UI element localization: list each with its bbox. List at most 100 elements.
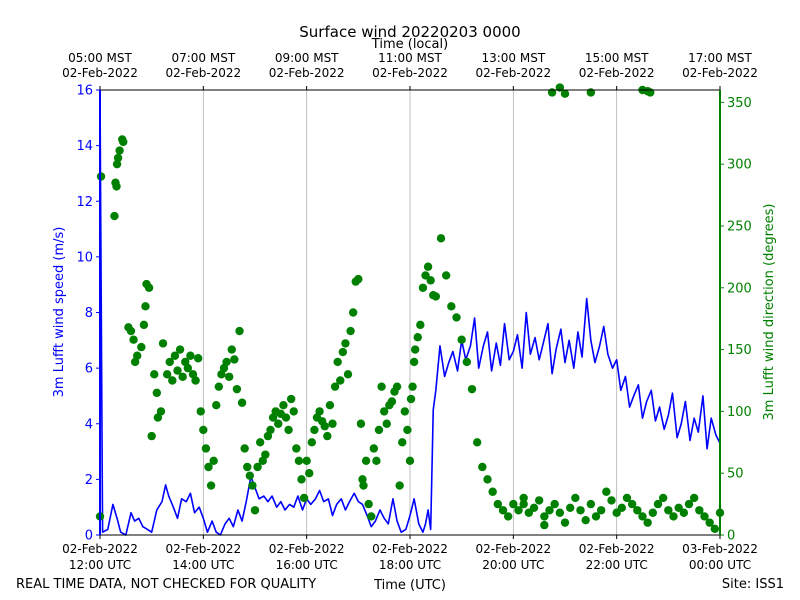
wind-direction-point — [156, 407, 166, 416]
bottom-tick-label-date: 02-Feb-2022 — [269, 542, 345, 556]
wind-direction-point — [550, 499, 559, 509]
wind-direction-point — [274, 419, 283, 428]
wind-direction-point — [162, 370, 172, 379]
bottom-tick-label-time: 20:00 UTC — [482, 558, 544, 572]
wind-direction-point — [237, 398, 247, 407]
wind-direction-point — [356, 419, 366, 428]
wind-direction-point — [305, 468, 314, 478]
wind-direction-point — [534, 496, 544, 505]
wind-direction-point — [374, 425, 384, 435]
top-tick-label-date: 02-Feb-2022 — [682, 66, 758, 80]
wind-direction-point — [436, 234, 446, 243]
wind-direction-point — [346, 326, 355, 336]
wind-direction-point — [519, 493, 528, 503]
wind-direction-point — [545, 506, 554, 515]
wind-direction-point — [112, 159, 122, 169]
series-wind-speed-line — [99, 89, 721, 536]
wind-direction-point — [235, 326, 244, 336]
wind-direction-point — [413, 333, 422, 342]
wind-direction-point — [286, 394, 296, 404]
wind-direction-point — [423, 262, 433, 271]
wind-direction-point — [115, 146, 124, 155]
wind-direction-point — [452, 313, 461, 322]
wind-direction-point — [110, 211, 119, 221]
right-tick-label: 150 — [727, 343, 752, 358]
wind-direction-point — [359, 481, 368, 490]
wind-direction-point — [565, 503, 575, 513]
left-tick-label: 10 — [76, 250, 93, 265]
wind-direction-point — [196, 407, 205, 416]
wind-direction-point — [112, 182, 121, 191]
top-tick-label-time: 11:00 MST — [378, 51, 442, 65]
wind-direction-point — [299, 493, 309, 503]
wind-direction-point — [173, 366, 182, 375]
left-tick-label: 0 — [85, 529, 93, 544]
wind-direction-point — [607, 496, 616, 505]
wind-direction-point — [153, 413, 163, 422]
footer-right: Site: ISS1 — [722, 577, 784, 592]
wind-direction-point — [261, 450, 270, 459]
wind-direction-point — [230, 355, 239, 364]
wind-direction-point — [622, 493, 632, 503]
wind-direction-point — [400, 407, 410, 416]
wind-direction-point — [204, 462, 213, 472]
wind-direction-point — [447, 302, 456, 311]
wind-direction-point — [409, 357, 419, 367]
right-tick-label: 200 — [727, 281, 752, 296]
wind-direction-point — [560, 89, 570, 98]
wind-direction-point — [248, 481, 257, 490]
wind-direction-point — [462, 357, 472, 367]
wind-direction-point — [457, 335, 466, 344]
wind-direction-point — [152, 388, 162, 398]
top-tick-label-date: 02-Feb-2022 — [165, 66, 241, 80]
wind-direction-point — [576, 506, 585, 515]
wind-direction-point — [129, 335, 138, 344]
wind-direction-point — [509, 499, 518, 509]
wind-direction-point — [700, 512, 709, 521]
right-tick-label: 50 — [727, 467, 744, 482]
wind-direction-point — [224, 372, 234, 381]
wind-direction-point — [137, 342, 146, 352]
wind-direction-point — [684, 499, 694, 509]
wind-direction-point — [555, 508, 565, 517]
wind-direction-point — [581, 515, 590, 525]
wind-direction-point — [302, 456, 311, 466]
top-tick-label-date: 02-Feb-2022 — [269, 66, 345, 80]
wind-direction-point — [367, 512, 376, 521]
left-tick-label: 6 — [85, 362, 93, 377]
wind-direction-point — [126, 326, 136, 336]
wind-direction-point — [377, 382, 386, 391]
wind-direction-point — [560, 518, 570, 527]
top-tick-label-time: 15:00 MST — [585, 51, 649, 65]
top-tick-label-time: 07:00 MST — [171, 51, 235, 65]
bottom-tick-label-date: 03-Feb-2022 — [682, 542, 758, 556]
wind-direction-point — [441, 271, 451, 280]
wind-direction-point — [472, 438, 482, 447]
bottom-tick-label-time: 16:00 UTC — [276, 558, 338, 572]
wind-direction-point — [617, 503, 627, 513]
wind-direction-point — [426, 276, 435, 285]
wind-direction-point — [279, 401, 288, 410]
wind-direction-point — [144, 283, 154, 292]
wind-direction-point — [183, 363, 193, 373]
wind-direction-point — [315, 407, 324, 416]
wind-direction-point — [488, 487, 497, 496]
wind-direction-point — [483, 475, 492, 484]
wind-direction-point — [232, 384, 242, 394]
wind-direction-point — [253, 462, 262, 472]
bottom-tick-label-time: 00:00 UTC — [689, 558, 751, 572]
bottom-tick-label-date: 02-Feb-2022 — [475, 542, 551, 556]
wind-direction-point — [165, 357, 174, 367]
wind-direction-point — [307, 438, 317, 447]
wind-direction-point — [689, 493, 699, 503]
wind-direction-point — [141, 302, 150, 311]
wind-direction-point — [664, 506, 673, 515]
bottom-tick-label-date: 02-Feb-2022 — [62, 542, 138, 556]
wind-direction-point — [292, 444, 301, 453]
top-tick-label-date: 02-Feb-2022 — [579, 66, 655, 80]
wind-direction-point — [289, 407, 298, 416]
wind-direction-point — [266, 425, 275, 435]
wind-direction-point — [214, 382, 224, 391]
wind-direction-point — [431, 292, 441, 301]
